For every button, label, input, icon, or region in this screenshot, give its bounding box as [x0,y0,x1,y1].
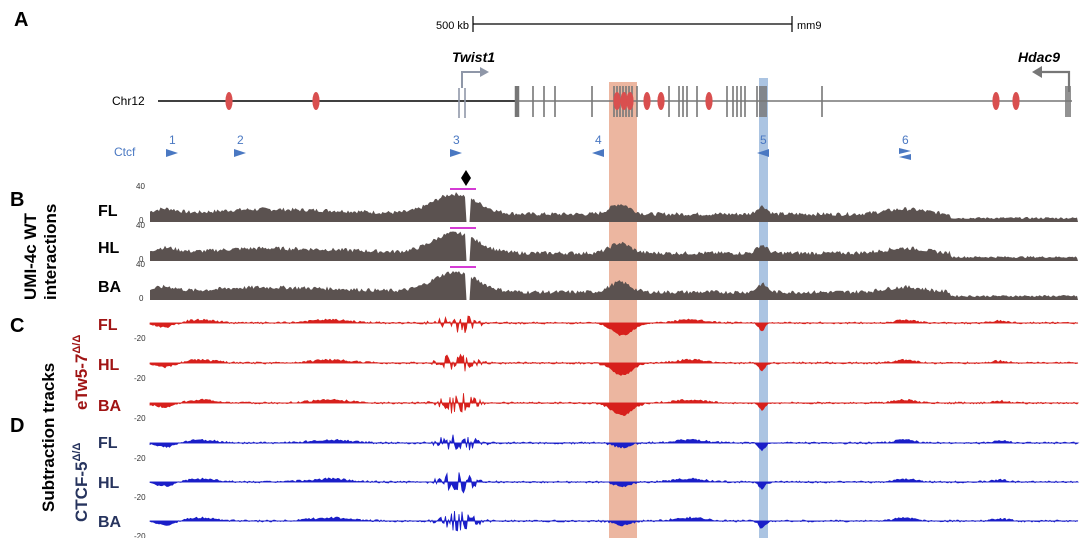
wt-track-label-fl: FL [98,203,118,220]
etw-track-label-hl: HL [98,357,120,374]
assembly-label: mm9 [797,20,821,32]
enhancer-mark-0 [225,92,233,110]
viewpoint-diamond-icon [461,170,471,186]
etw-track-area-ba [149,393,1080,417]
gene-exons [458,86,1071,118]
wt-track-area-fl [150,192,1078,222]
enhancer-mark-7 [705,92,713,110]
etw-tick-neg-hl: -20 [134,374,146,383]
ctcf-label: Ctcf [114,145,136,159]
wt-tick-top-ba: 40 [136,260,145,269]
chromosome-label: Chr12 [112,94,145,108]
ctcf-site-label-5: 5 [760,133,767,147]
ctcf-site-label-6: 6 [902,133,909,147]
svg-text:eTw5-7Δ/Δ: eTw5-7Δ/Δ [71,335,91,410]
ctcf-site-label-1: 1 [169,133,176,147]
hdac9-arrow-icon [1032,66,1071,92]
subtraction-label: Subtraction tracks [39,363,58,512]
ctcf-site-arrow-icon-4 [592,149,604,157]
twist1-arrow-icon [461,67,489,88]
ctcf5-superscript: Δ/Δ [71,443,83,462]
wt-tick-top-hl: 40 [136,221,145,230]
ctcf-site-arrow-icon-6b [899,154,911,160]
etw-genotype-label: eTw5-7Δ/Δ [71,335,91,410]
wt-tick-top-fl: 40 [136,182,145,191]
enhancer-mark-4 [626,92,634,110]
ctcf-site-arrow-icon-3 [450,149,462,157]
etw-superscript: Δ/Δ [71,335,83,354]
ctcf-site-label-4: 4 [595,133,602,147]
wt-tick-zero-hl: 0 [139,255,144,264]
wt-track-label-hl: HL [98,240,120,257]
enhancer-marks [225,92,1020,110]
panel-letter-b: B [10,189,24,211]
svg-text:CTCF-5Δ/Δ: CTCF-5Δ/Δ [71,443,91,522]
ctcf-tick-neg-hl: -20 [134,493,146,502]
umi-label-line2: interactions [41,204,60,300]
enhancer-mark-3 [620,92,628,110]
etw-track-label-ba: BA [98,398,122,415]
enhancer-mark-5 [643,92,651,110]
wt-track-label-ba: BA [98,279,122,296]
ctcf-sites: 1 2 3 4 5 6 [166,133,911,160]
enhancer-mark-9 [1012,92,1020,110]
ctcf-tick-neg-ba: -20 [134,532,146,538]
etw-track-area-hl [149,353,1079,376]
umi-4c-section-label: UMI-4c WT interactions [21,204,60,300]
gene-label-hdac9: Hdac9 [1018,49,1060,65]
enhancer-mark-2 [613,92,621,110]
ctcf-track-label-ba: BA [98,514,122,531]
etw-tick-neg-fl: -20 [134,334,146,343]
etw-track-area-fl [149,315,1079,337]
enhancer-mark-1 [312,92,320,110]
ctcf-site-arrow-icon-5 [757,149,769,157]
panel-letter-c: C [10,315,24,337]
ctcf5-genotype-label: CTCF-5Δ/Δ [71,443,91,522]
gene-label-twist1: Twist1 [452,49,495,65]
ctcf5-label: CTCF-5 [72,462,91,522]
signal-tracks [149,188,1080,532]
ctcf-site-label-3: 3 [453,133,460,147]
scale-bar-label: 500 kb [436,20,469,32]
wt-tick-zero-fl: 0 [139,216,144,225]
ctcf-site-arrow-icon-1 [166,149,178,157]
etw-track-label-fl: FL [98,317,118,334]
ctcf-tick-neg-fl: -20 [134,454,146,463]
ctcf-site-label-2: 2 [237,133,244,147]
wt-tick-zero-ba: 0 [139,294,144,303]
ctcf-site-arrow-icon-2 [234,149,246,157]
etw-label: eTw5-7 [72,354,91,410]
wt-track-area-ba [150,271,1078,300]
panel-letter-d: D [10,415,24,437]
enhancer-mark-6 [657,92,665,110]
subtraction-section-label: Subtraction tracks [39,363,58,512]
enhancer-mark-8 [992,92,1000,110]
umi-label-line1: UMI-4c WT [21,213,40,301]
wt-track-area-hl [150,231,1078,261]
ctcf-track-label-hl: HL [98,475,120,492]
scale-bar: 500 kb mm9 [436,16,821,32]
panel-letter-a: A [14,9,28,31]
ctcf-site-arrow-icon-6a [899,148,911,154]
ctcf-track-label-fl: FL [98,435,118,452]
eTw5-7-highlight-band [609,82,637,538]
etw-tick-neg-ba: -20 [134,414,146,423]
ctcf-5-highlight-band [759,78,768,538]
